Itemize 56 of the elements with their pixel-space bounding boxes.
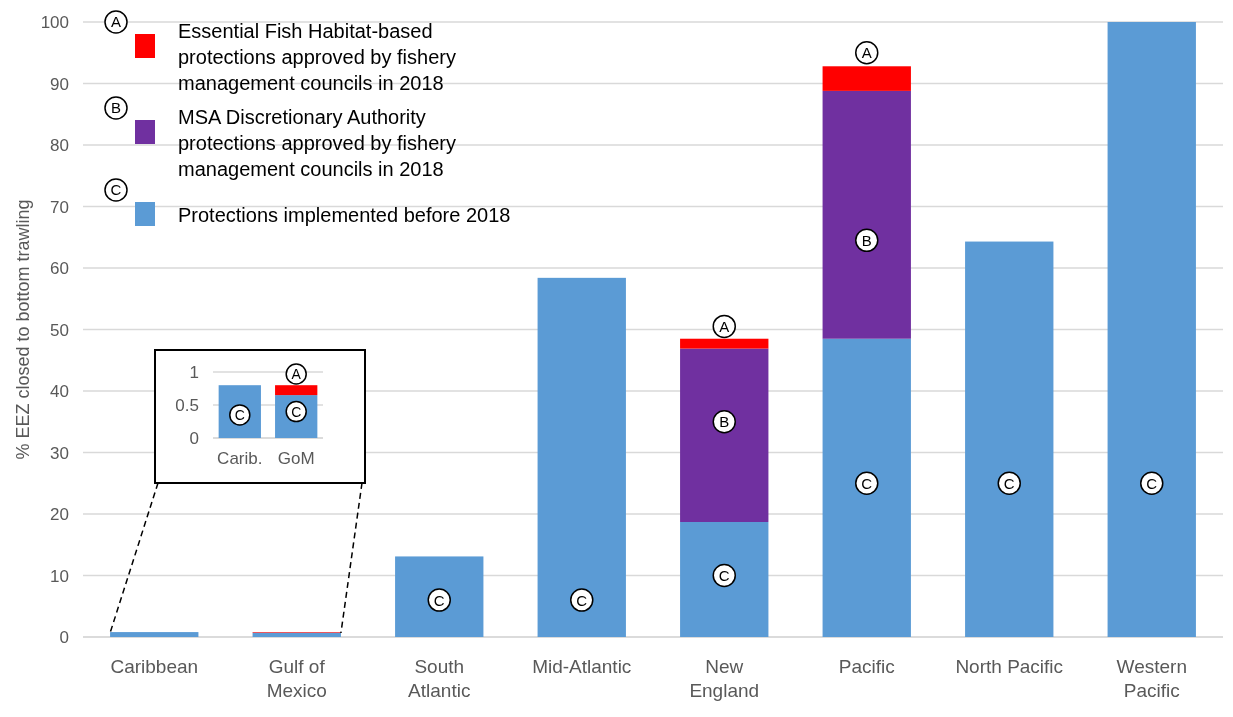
bar bbox=[110, 632, 199, 637]
annotation: C bbox=[1146, 474, 1158, 492]
annotation: C bbox=[576, 591, 588, 609]
bar bbox=[395, 556, 484, 637]
y-tick-label: 40 bbox=[50, 382, 69, 401]
annotation: C bbox=[1003, 474, 1015, 492]
x-tick-label: Gulf of Mexico bbox=[266, 656, 327, 701]
annotation: C bbox=[861, 474, 873, 492]
legend-label: Protections implemented before 2018 bbox=[178, 204, 511, 226]
annotation: B bbox=[110, 99, 122, 117]
y-tick-label: 70 bbox=[50, 197, 69, 217]
bar bbox=[680, 522, 769, 637]
annotation: A bbox=[291, 366, 302, 383]
annotation: A bbox=[861, 44, 872, 62]
x-tick-label: South Atlantic bbox=[408, 656, 471, 701]
x-tick-label: GoM bbox=[277, 449, 315, 468]
x-tick-label: Caribbean bbox=[110, 656, 199, 677]
y-tick-label: 50 bbox=[50, 320, 69, 340]
y-tick-label: 90 bbox=[50, 74, 69, 94]
annotation: C bbox=[718, 566, 730, 584]
y-tick-label: 0 bbox=[189, 429, 199, 448]
annotation: C bbox=[110, 181, 122, 199]
annotation: C bbox=[291, 403, 302, 420]
annotation: A bbox=[110, 13, 122, 31]
y-tick-label: 80 bbox=[50, 136, 69, 155]
bar bbox=[965, 241, 1054, 637]
annotation: C bbox=[234, 406, 245, 423]
x-tick-label: North Pacific bbox=[955, 656, 1064, 677]
annotation: C bbox=[433, 591, 445, 609]
legend-label: MSA Discretionary Authority protections approved by fishery management councils in 2018 bbox=[178, 106, 456, 180]
bar bbox=[1107, 22, 1196, 637]
y-axis-title: % EEZ closed to bottom trawling bbox=[13, 199, 33, 460]
x-tick-label: Pacific bbox=[838, 656, 895, 677]
annotation: A bbox=[719, 317, 730, 335]
bar bbox=[252, 632, 341, 637]
y-tick-label: 0 bbox=[59, 628, 69, 647]
bar bbox=[822, 338, 911, 637]
x-tick-label: New England bbox=[689, 656, 760, 701]
annotation: B bbox=[719, 413, 730, 431]
y-tick-label: 60 bbox=[50, 259, 69, 278]
legend-label: Essential Fish Habitat-based protections approved by fishery management councils in 2018 bbox=[178, 20, 456, 94]
y-tick-label: 1 bbox=[189, 363, 199, 382]
bar bbox=[680, 348, 769, 522]
y-tick-label: 10 bbox=[50, 566, 69, 586]
x-tick-label: Carib. bbox=[217, 449, 263, 468]
x-tick-label: Western Pacific bbox=[1116, 656, 1187, 701]
x-tick-label: Mid-Atlantic bbox=[532, 656, 632, 677]
y-tick-label: 30 bbox=[50, 443, 69, 463]
y-tick-label: 0.5 bbox=[175, 396, 199, 415]
y-tick-label: 100 bbox=[40, 13, 69, 32]
bar bbox=[537, 277, 626, 637]
bar bbox=[822, 66, 911, 91]
y-tick-label: 20 bbox=[50, 505, 69, 524]
bar bbox=[822, 90, 911, 339]
annotation: B bbox=[861, 231, 872, 249]
bar bbox=[680, 338, 769, 349]
